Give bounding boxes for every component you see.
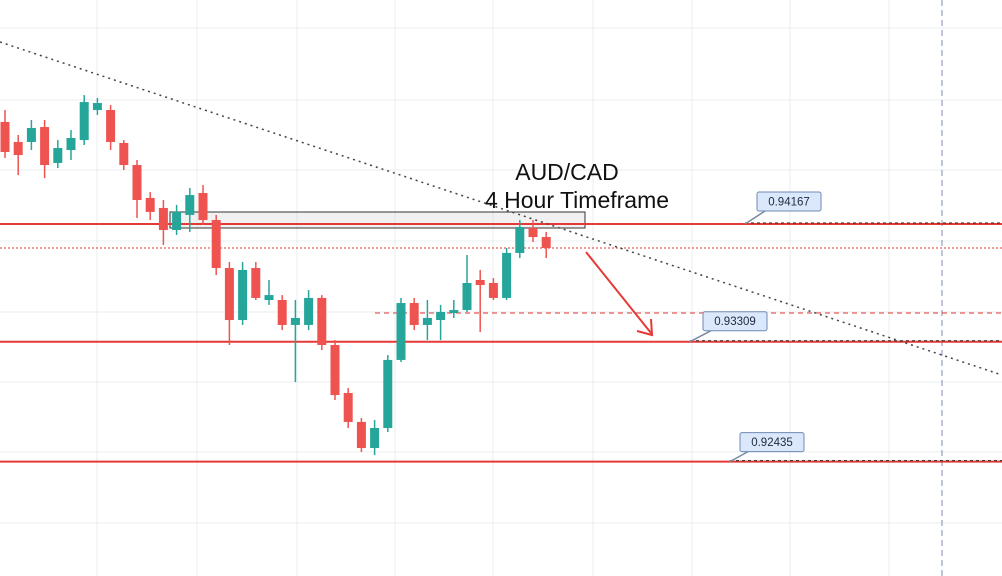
candle-body [528,227,538,238]
candle-body [224,268,234,321]
candle-body [26,127,36,142]
candle-body [502,252,512,298]
candle-body [515,227,525,253]
candle-body [0,121,10,152]
label-box [739,432,805,453]
level-labels: 0.94167 0.93309 0.92435 [689,191,822,463]
candle-body [290,317,300,325]
candle-body [92,103,102,111]
candle-body [436,311,446,321]
candle-body [238,269,248,321]
chart-subtitle: 4 Hour Timeframe [485,187,669,213]
arrow [585,251,654,337]
candle-body [132,165,142,201]
candle-body [251,268,261,298]
levels [0,222,1002,463]
level-label: 0.92435 [751,437,793,449]
chart-title: AUD/CAD [515,159,619,185]
candle-body [172,211,182,231]
candle-body [449,310,459,314]
candle-body [185,195,195,215]
level-label: 0.94167 [768,197,810,209]
level-label: 0.93309 [714,316,756,328]
label-pointer [729,450,749,463]
candle-body [475,279,485,286]
candle-body [422,317,432,325]
candle-body [409,303,419,325]
candle-body [541,237,551,249]
resistance-zone [169,211,586,229]
candle-body [264,295,274,301]
label-box [756,191,822,212]
candle-body [145,197,155,212]
candle-body [396,303,406,360]
candle-body [158,207,168,231]
label-pointer [744,210,766,225]
candle-body [317,297,327,345]
candle-body [53,148,63,163]
candle-body [462,282,472,311]
candles [0,95,551,456]
candle-body [277,300,287,325]
candle-body [66,137,76,151]
candle-body [330,344,340,396]
label-pointer [689,330,712,343]
trendline [0,41,1002,376]
candle-body [211,220,221,269]
candle-body [198,193,208,221]
candle-body [40,127,50,166]
candle-body [13,141,23,156]
candle-body [343,393,353,422]
candle-body [383,359,393,428]
candle-body [488,282,498,298]
candle-body [304,297,314,325]
candle-body [356,421,366,449]
candle-body [106,110,116,142]
candle-body [79,102,89,141]
candle-body [119,142,129,166]
label-box [702,311,768,332]
candle-body [370,427,380,449]
